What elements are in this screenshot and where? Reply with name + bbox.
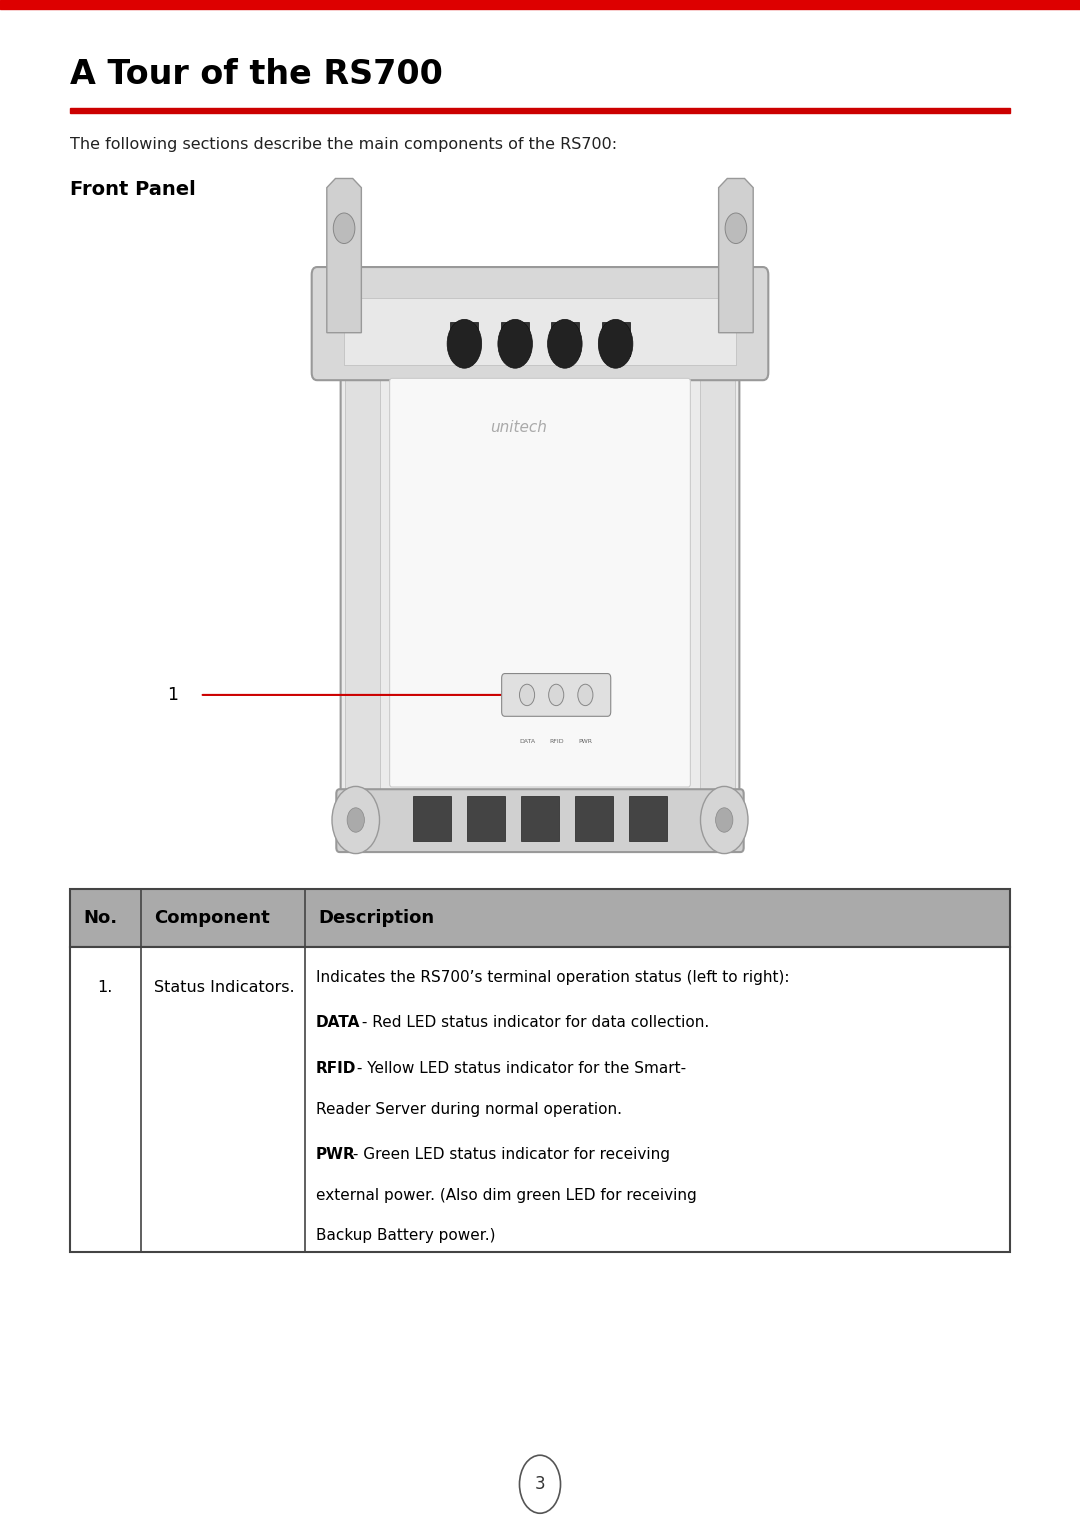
Bar — [602, 322, 630, 356]
Text: 1: 1 — [167, 686, 178, 704]
Text: PWR: PWR — [579, 739, 592, 744]
Circle shape — [447, 319, 482, 368]
Bar — [467, 796, 505, 841]
Text: - Green LED status indicator for receiving: - Green LED status indicator for receivi… — [348, 1147, 671, 1162]
Text: Indicates the RS700’s terminal operation status (left to right):: Indicates the RS700’s terminal operation… — [315, 970, 789, 985]
Text: - Yellow LED status indicator for the Smart-: - Yellow LED status indicator for the Sm… — [352, 1061, 686, 1077]
FancyBboxPatch shape — [501, 673, 611, 716]
Bar — [521, 796, 559, 841]
Circle shape — [548, 319, 582, 368]
Text: RFID: RFID — [315, 1061, 356, 1077]
Bar — [700, 360, 735, 799]
FancyBboxPatch shape — [390, 379, 690, 786]
Text: Component: Component — [153, 909, 269, 927]
Circle shape — [578, 684, 593, 705]
Circle shape — [701, 786, 748, 854]
Bar — [343, 298, 737, 365]
Polygon shape — [718, 179, 753, 333]
Text: external power. (Also dim green LED for receiving: external power. (Also dim green LED for … — [315, 1188, 697, 1203]
FancyBboxPatch shape — [340, 357, 740, 808]
Bar — [450, 322, 478, 356]
Circle shape — [598, 319, 633, 368]
Bar — [551, 322, 579, 356]
Text: No.: No. — [83, 909, 118, 927]
Bar — [413, 796, 451, 841]
Bar — [501, 322, 529, 356]
Polygon shape — [327, 179, 362, 333]
Text: 1.: 1. — [98, 980, 113, 996]
Text: A Tour of the RS700: A Tour of the RS700 — [70, 58, 443, 92]
Text: DATA: DATA — [519, 739, 535, 744]
Circle shape — [549, 684, 564, 705]
Bar — [70, 108, 1010, 113]
Bar — [70, 889, 1010, 947]
Circle shape — [332, 786, 379, 854]
Text: Reader Server during normal operation.: Reader Server during normal operation. — [315, 1101, 622, 1116]
Bar — [345, 360, 380, 799]
FancyBboxPatch shape — [312, 267, 768, 380]
Circle shape — [498, 319, 532, 368]
FancyBboxPatch shape — [336, 789, 744, 852]
Text: The following sections describe the main components of the RS700:: The following sections describe the main… — [70, 137, 618, 153]
Circle shape — [716, 808, 733, 832]
Text: 3: 3 — [535, 1475, 545, 1493]
Text: RFID: RFID — [549, 739, 564, 744]
Bar — [70, 947, 1010, 1252]
Bar — [575, 796, 613, 841]
Circle shape — [334, 212, 355, 243]
Circle shape — [519, 1455, 561, 1513]
Bar — [0, 0, 1080, 9]
Text: Front Panel: Front Panel — [70, 180, 195, 199]
Text: Status Indicators.: Status Indicators. — [153, 980, 294, 996]
Text: Backup Battery power.): Backup Battery power.) — [315, 1228, 496, 1243]
Text: Description: Description — [319, 909, 434, 927]
Text: - Red LED status indicator for data collection.: - Red LED status indicator for data coll… — [356, 1015, 710, 1031]
Circle shape — [347, 808, 364, 832]
Text: unitech: unitech — [490, 420, 546, 435]
Bar — [629, 796, 667, 841]
Text: PWR: PWR — [315, 1147, 355, 1162]
Text: DATA: DATA — [315, 1015, 361, 1031]
Circle shape — [519, 684, 535, 705]
Circle shape — [725, 212, 746, 243]
